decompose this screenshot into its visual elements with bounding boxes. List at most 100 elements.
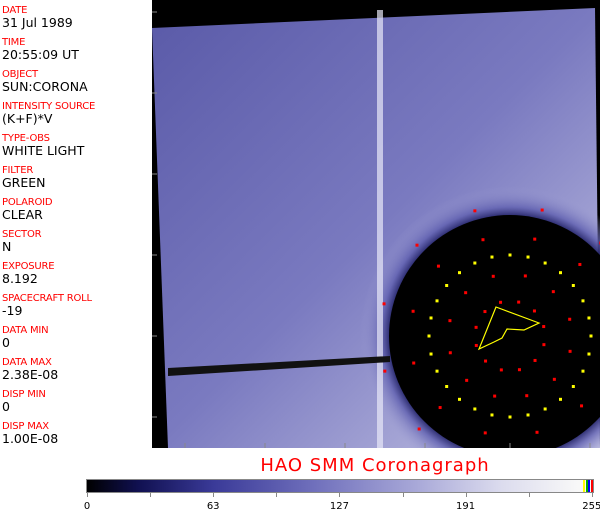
red-marker <box>523 274 527 278</box>
red-marker <box>483 310 487 314</box>
field-label: DATE <box>2 5 28 16</box>
field-value: WHITE LIGHT <box>2 143 85 158</box>
yellow-marker <box>435 369 439 373</box>
field-label: SECTOR <box>2 229 42 240</box>
colorbar-tick-label: 127 <box>329 501 349 512</box>
yellow-marker <box>587 316 591 320</box>
yellow-marker <box>473 407 477 411</box>
field-value: CLEAR <box>2 207 43 222</box>
colorbar-tick <box>213 493 215 497</box>
colorbar-tick-label: 255 <box>582 501 600 512</box>
colorbar-red-marker <box>591 480 593 492</box>
yellow-marker <box>508 415 512 419</box>
field-intensity-source: INTENSITY SOURCE (K+F)*V <box>2 101 95 126</box>
red-marker <box>568 317 572 321</box>
colorbar-tick-label: 0 <box>83 501 91 512</box>
grid-markers <box>382 208 600 435</box>
red-marker <box>383 369 387 373</box>
red-marker <box>464 291 468 295</box>
field-label: SPACECRAFT ROLL <box>2 293 92 304</box>
red-marker <box>448 351 452 355</box>
field-value: N <box>2 239 12 254</box>
field-date: DATE 31 Jul 1989 <box>2 5 73 30</box>
colorbar-tick <box>591 493 593 497</box>
yellow-marker <box>587 352 591 356</box>
field-label: DATA MAX <box>2 357 52 368</box>
yellow-marker <box>445 283 449 287</box>
red-marker <box>411 309 415 313</box>
red-marker <box>465 378 469 382</box>
yellow-marker <box>559 271 563 275</box>
red-marker <box>448 319 452 323</box>
bright-streak <box>377 10 383 448</box>
red-marker <box>568 349 572 353</box>
field-value: 0 <box>2 335 10 350</box>
field-value: 8.192 <box>2 271 38 286</box>
field-value: GREEN <box>2 175 46 190</box>
red-marker <box>499 300 503 304</box>
colorbar-tick <box>276 493 278 497</box>
field-label: FILTER <box>2 165 34 176</box>
red-marker <box>578 262 582 266</box>
red-marker <box>412 361 416 365</box>
red-marker <box>517 300 521 304</box>
red-marker <box>483 431 487 435</box>
occulting-disk <box>389 215 600 448</box>
occulter-pylon <box>168 356 390 376</box>
field-label: TYPE-OBS <box>2 133 50 144</box>
red-marker <box>474 343 478 347</box>
field-spacecraft-roll: SPACECRAFT ROLL -19 <box>2 293 92 318</box>
yellow-marker <box>543 261 547 265</box>
yellow-marker <box>581 369 585 373</box>
field-disp-min: DISP MIN 0 <box>2 389 46 414</box>
field-label: EXPOSURE <box>2 261 55 272</box>
red-marker <box>493 394 497 398</box>
field-exposure: EXPOSURE 8.192 <box>2 261 55 286</box>
red-marker <box>533 358 537 362</box>
red-marker <box>533 237 537 241</box>
red-marker <box>580 404 584 408</box>
yellow-marker <box>526 413 530 417</box>
coronagraph-image <box>152 0 600 448</box>
yellow-marker <box>543 407 547 411</box>
red-marker <box>551 290 555 294</box>
yellow-marker <box>559 397 563 401</box>
field-label: DATA MIN <box>2 325 49 336</box>
field-disp-max: DISP MAX 1.00E-08 <box>2 421 58 446</box>
field-label: DISP MAX <box>2 421 49 432</box>
field-value: (K+F)*V <box>2 111 53 126</box>
sun-outline-marker <box>477 306 541 351</box>
field-label: OBJECT <box>2 69 38 80</box>
red-marker <box>535 430 539 434</box>
red-marker <box>438 406 442 410</box>
colorbar-tick-label: 191 <box>456 501 476 512</box>
red-marker <box>415 243 419 247</box>
colorbar-tick <box>465 493 467 497</box>
field-label: POLAROID <box>2 197 53 208</box>
yellow-marker <box>571 283 575 287</box>
yellow-marker <box>427 334 431 338</box>
field-value: 2.38E-08 <box>2 367 59 382</box>
colorbar <box>86 479 594 493</box>
yellow-marker <box>457 271 461 275</box>
yellow-marker <box>589 334 593 338</box>
red-marker <box>474 325 478 329</box>
field-sector: SECTOR N <box>2 229 42 254</box>
colorbar-tick <box>528 493 530 497</box>
red-marker <box>525 394 529 398</box>
header-info-panel: DATE 31 Jul 1989 TIME 20:55:09 UT OBJECT SUN:… <box>0 0 152 448</box>
yellow-marker <box>571 385 575 389</box>
red-marker <box>517 368 521 372</box>
field-label: INTENSITY SOURCE <box>2 101 96 112</box>
plot-title: HAO SMM Coronagraph <box>260 455 490 476</box>
red-marker <box>481 238 485 242</box>
field-type-obs: TYPE-OBS WHITE LIGHT <box>2 133 84 158</box>
red-marker <box>542 343 546 347</box>
field-time: TIME 20:55:09 UT <box>2 37 79 62</box>
colorbar-tick <box>339 493 341 497</box>
field-object: OBJECT SUN:CORONA <box>2 69 88 94</box>
colorbar-tick <box>402 493 404 497</box>
field-filter: FILTER GREEN <box>2 165 46 190</box>
yellow-marker <box>490 255 494 259</box>
field-label: DISP MIN <box>2 389 46 400</box>
